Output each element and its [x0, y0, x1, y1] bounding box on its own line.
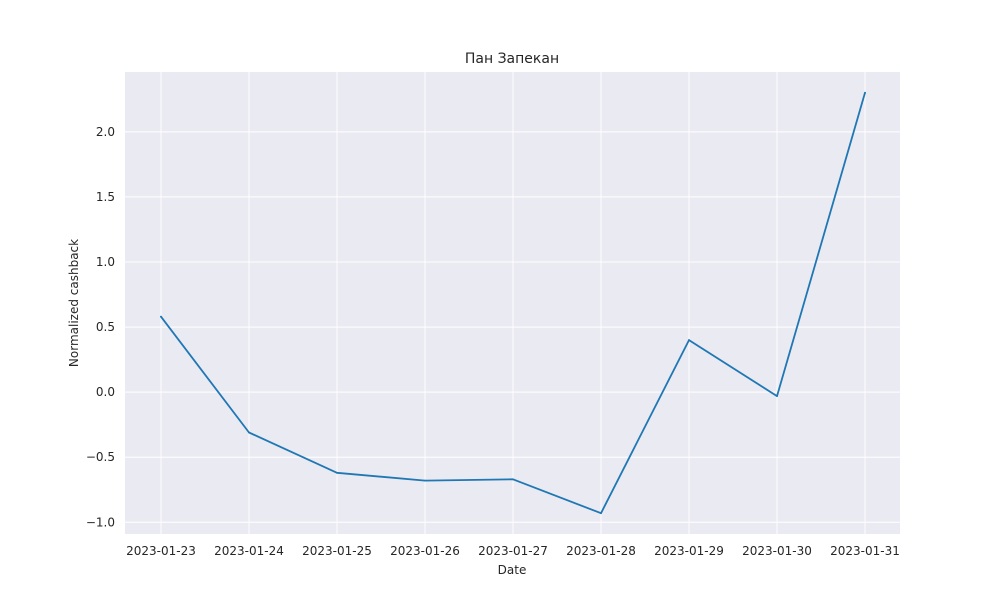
x-tick-label: 2023-01-30 [742, 544, 812, 558]
y-tick-label: −0.5 [86, 450, 115, 464]
grid-lines [125, 72, 900, 534]
x-tick-label: 2023-01-27 [478, 544, 548, 558]
x-tick-label: 2023-01-23 [126, 544, 196, 558]
x-tick-label: 2023-01-25 [302, 544, 372, 558]
x-tick-label: 2023-01-24 [214, 544, 284, 558]
x-tick-label: 2023-01-26 [390, 544, 460, 558]
x-tick-label: 2023-01-29 [654, 544, 724, 558]
y-tick-label: −1.0 [86, 515, 115, 529]
data-point [336, 471, 338, 474]
data-point [776, 395, 778, 397]
series-layer [160, 91, 866, 515]
data-point [600, 512, 602, 515]
data-point [248, 431, 250, 434]
y-tick-label: 2.0 [96, 125, 115, 139]
x-tick-label: 2023-01-31 [830, 544, 900, 558]
y-axis-label: Normalized cashback [67, 239, 81, 367]
x-axis-label: Date [498, 563, 527, 577]
data-point [424, 479, 426, 482]
y-tick-labels: −1.0 −0.5 0.0 0.5 1.0 1.5 2.0 [86, 125, 115, 529]
data-point [512, 478, 514, 481]
y-tick-label: 0.5 [96, 320, 115, 334]
y-tick-label: 1.0 [96, 255, 115, 269]
y-tick-label: 1.5 [96, 190, 115, 204]
x-tick-label: 2023-01-28 [566, 544, 636, 558]
data-point [864, 91, 866, 94]
data-point [160, 315, 162, 318]
chart-title: Пан Запекан [465, 51, 559, 67]
x-tick-labels: 2023-01-23 2023-01-24 2023-01-25 2023-01-26… [126, 544, 900, 558]
data-point [688, 339, 690, 341]
y-tick-label: 0.0 [96, 385, 115, 399]
